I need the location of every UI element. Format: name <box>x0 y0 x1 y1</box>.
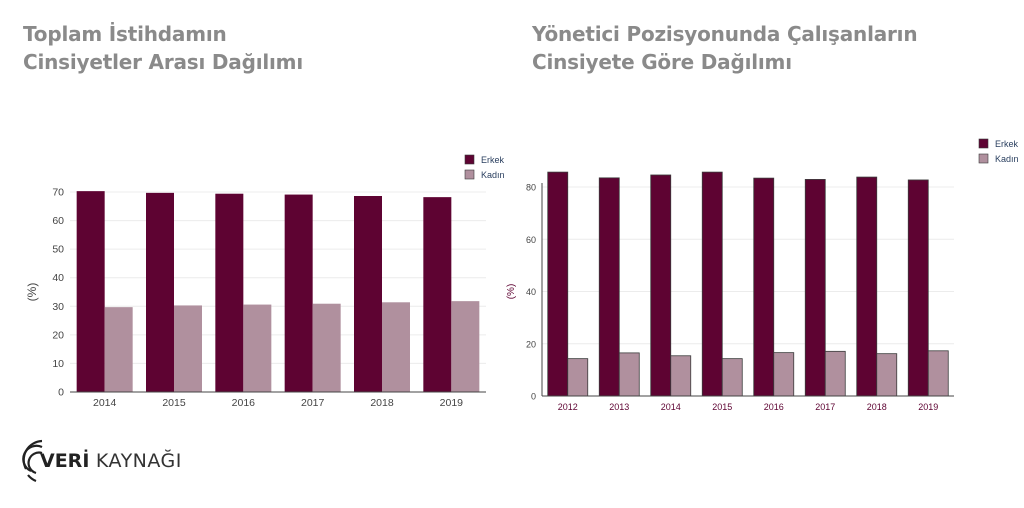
legend-label-erkek: Erkek <box>481 155 505 165</box>
bar-erkek-2016 <box>753 177 775 397</box>
y-tick-label: 40 <box>526 287 536 297</box>
bar-erkek-2019 <box>907 179 929 397</box>
x-tick-label: 2015 <box>162 397 186 409</box>
bar-kadın-2016 <box>243 304 272 392</box>
bar-kadın-2019 <box>451 301 480 392</box>
legend-label-kadın: Kadın <box>481 170 505 180</box>
bar-kadın-2017 <box>824 350 846 397</box>
y-tick-label: 80 <box>526 183 536 193</box>
chart-title-employment: Toplam İstihdamın Cinsiyetler Arası Dağı… <box>23 20 303 76</box>
x-tick-label: 2012 <box>558 402 578 412</box>
y-tick-label: 10 <box>52 358 64 370</box>
y-tick-label: 20 <box>526 339 536 349</box>
bar-erkek-2019 <box>423 197 452 392</box>
bar-kadın-2015 <box>174 305 202 392</box>
logo-brand-light: KAYNAĞI <box>89 450 182 472</box>
bar-kadın-2012 <box>567 358 589 397</box>
x-tick-label: 2018 <box>867 402 887 412</box>
y-tick-label: 60 <box>52 215 64 227</box>
x-tick-label: 2017 <box>301 397 325 409</box>
y-tick-label: 50 <box>52 244 64 256</box>
bar-kadın-2017 <box>312 303 341 392</box>
bar-kadın-2013 <box>618 352 640 397</box>
title-line-1: Toplam İstihdamın <box>23 22 227 46</box>
x-tick-label: 2016 <box>764 402 784 412</box>
bar-kadın-2016 <box>773 352 795 397</box>
y-tick-label: 40 <box>52 272 64 284</box>
bar-erkek-2013 <box>598 177 620 397</box>
y-tick-label: 60 <box>526 235 536 245</box>
x-tick-label: 2017 <box>815 402 835 412</box>
legend-swatch-kadın <box>978 153 989 164</box>
x-tick-label: 2019 <box>918 402 938 412</box>
bar-kadın-2014 <box>670 355 692 397</box>
bar-erkek-2017 <box>804 179 826 397</box>
y-tick-label: 0 <box>531 392 536 402</box>
logo-text: VERİ KAYNAĞI <box>40 450 182 472</box>
chart-title-managers: Yönetici Pozisyonunda Çalışanların Cinsi… <box>532 20 918 76</box>
y-tick-label: 30 <box>52 301 64 313</box>
y-tick-label: 0 <box>58 387 64 399</box>
legend-label-kadın: Kadın <box>995 154 1019 164</box>
bar-erkek-2015 <box>146 192 174 392</box>
logo-brand-bold: VERİ <box>40 450 90 472</box>
x-tick-label: 2013 <box>609 402 629 412</box>
x-tick-label: 2019 <box>440 397 464 409</box>
y-tick-label: 20 <box>52 329 64 341</box>
bar-erkek-2012 <box>547 171 569 397</box>
bar-erkek-2015 <box>701 171 723 397</box>
fingerprint-icon <box>22 439 43 483</box>
bar-kadın-2015 <box>721 358 743 397</box>
bar-kadın-2014 <box>104 307 133 392</box>
y-axis-title: (%) <box>506 284 517 300</box>
title-line-2: Cinsiyete Göre Dağılımı <box>532 50 792 74</box>
bar-kadın-2019 <box>927 350 949 397</box>
bar-erkek-2014 <box>650 174 672 397</box>
bar-erkek-2018 <box>354 196 382 392</box>
bar-kadın-2018 <box>382 302 410 392</box>
legend-swatch-erkek <box>978 138 989 149</box>
x-tick-label: 2014 <box>661 402 681 412</box>
legend-swatch-erkek <box>464 154 475 165</box>
bar-erkek-2016 <box>215 193 244 392</box>
bar-erkek-2017 <box>284 194 313 392</box>
x-tick-label: 2015 <box>712 402 732 412</box>
title-line-1: Yönetici Pozisyonunda Çalışanların <box>532 22 918 46</box>
employment-gender-bar-chart: 0 10 20 30 40 50 60 70 2014 2015 2016 2017 2018 2019 (… <box>25 154 505 409</box>
manager-gender-bar-chart: 0 20 40 60 80 2012 2013 2014 2015 2016 2017 2018 201… <box>506 138 1019 412</box>
bar-erkek-2014 <box>76 191 105 392</box>
legend-swatch-kadın <box>464 169 475 180</box>
bar-kadın-2018 <box>876 353 898 397</box>
y-axis-title: (%) <box>25 283 39 302</box>
y-tick-label: 70 <box>52 187 64 199</box>
x-tick-label: 2016 <box>232 397 256 409</box>
bar-erkek-2018 <box>856 176 878 397</box>
legend-label-erkek: Erkek <box>995 139 1019 149</box>
title-line-2: Cinsiyetler Arası Dağılımı <box>23 50 303 74</box>
x-tick-label: 2014 <box>93 397 117 409</box>
veri-kaynagi-logo: VERİ KAYNAĞI <box>22 437 182 483</box>
x-tick-label: 2018 <box>370 397 394 409</box>
